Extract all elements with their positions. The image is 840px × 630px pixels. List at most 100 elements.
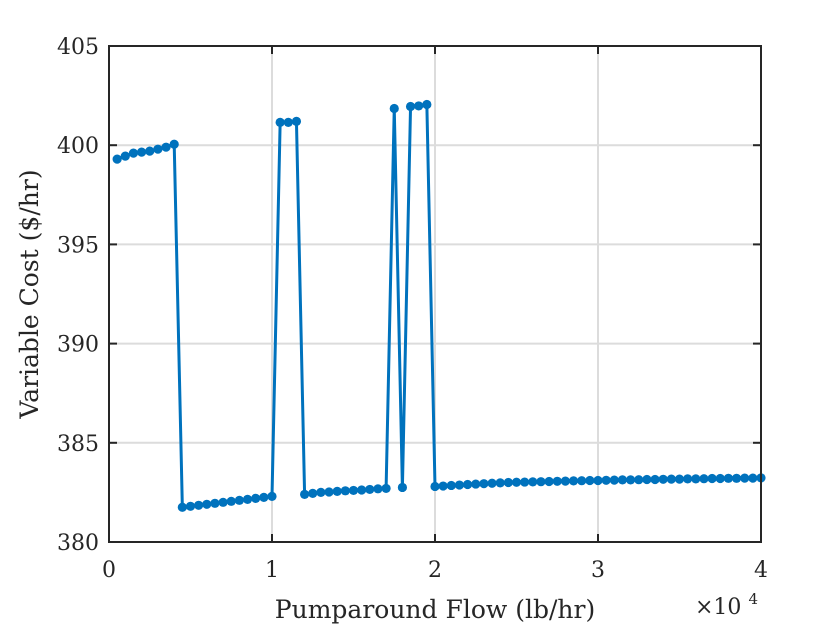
data-point — [194, 500, 204, 510]
data-point — [177, 502, 187, 512]
x-multiplier-exponent: 4 — [748, 590, 758, 608]
data-point — [495, 478, 505, 488]
x-tick-label: 4 — [754, 558, 768, 583]
data-point — [308, 488, 318, 498]
data-point — [381, 483, 391, 494]
data-point — [683, 474, 693, 484]
y-tick-label: 390 — [57, 333, 99, 358]
ticks-group — [108, 45, 762, 543]
data-point — [373, 484, 383, 494]
x-tick-label: 1 — [265, 558, 279, 583]
data-point — [446, 480, 456, 491]
y-tick-label: 405 — [57, 35, 99, 60]
data-point — [316, 487, 326, 497]
data-point — [389, 103, 399, 114]
data-point — [414, 101, 424, 111]
data-point — [642, 474, 652, 485]
data-point — [626, 475, 636, 485]
data-point — [528, 477, 538, 487]
series-group — [112, 99, 766, 512]
y-axis-label: Variable Cost ($/hr) — [15, 169, 44, 419]
data-point — [218, 497, 228, 507]
data-point — [552, 476, 562, 486]
data-point — [593, 475, 603, 486]
data-point — [291, 116, 302, 126]
data-point — [275, 117, 285, 127]
data-point — [357, 485, 367, 495]
data-point — [340, 486, 350, 496]
data-point — [332, 486, 342, 497]
data-point — [259, 492, 269, 502]
data-point — [568, 476, 579, 486]
data-point — [137, 147, 147, 157]
data-point — [397, 482, 407, 493]
data-point — [169, 139, 179, 149]
y-tick-label: 380 — [57, 531, 99, 556]
data-point — [748, 473, 758, 483]
data-point — [128, 148, 139, 158]
data-point — [471, 479, 481, 489]
x-tick-label: 0 — [102, 558, 116, 583]
x-tick-label: 2 — [428, 558, 442, 583]
y-tick-label: 400 — [57, 134, 99, 159]
x-multiplier-base: ×10 — [695, 595, 741, 620]
data-point — [666, 474, 676, 484]
data-point — [520, 477, 530, 487]
data-point — [560, 476, 571, 486]
data-point — [707, 473, 717, 484]
data-point — [145, 146, 155, 156]
data-point — [438, 481, 448, 491]
data-point — [479, 479, 489, 489]
y-tick-label: 395 — [57, 233, 99, 258]
data-point — [283, 117, 293, 127]
data-point — [161, 142, 171, 152]
data-point — [723, 473, 734, 483]
data-point — [210, 498, 220, 508]
data-point — [658, 474, 668, 484]
data-point — [202, 499, 212, 509]
data-point — [650, 474, 660, 485]
data-point — [454, 480, 465, 490]
data-point — [674, 474, 685, 484]
x-axis-label: Pumparound Flow (lb/hr) — [275, 595, 595, 624]
data-point — [365, 484, 375, 495]
tick-labels-group: 0 1 2 3 4 380 385 390 395 400 405 — [57, 35, 768, 583]
data-point — [609, 475, 619, 485]
data-point — [577, 476, 587, 486]
data-point — [544, 476, 554, 487]
data-point — [511, 477, 522, 487]
data-point — [585, 475, 595, 486]
y-tick-label: 385 — [57, 432, 99, 457]
data-point — [348, 485, 359, 496]
data-point — [153, 144, 163, 154]
data-point — [226, 496, 236, 506]
data-point — [234, 495, 244, 505]
data-point — [634, 475, 644, 485]
x-tick-label: 3 — [591, 558, 605, 583]
data-point — [536, 477, 546, 487]
data-point — [324, 487, 334, 497]
data-point — [715, 473, 725, 484]
data-point — [731, 473, 742, 483]
data-point — [740, 473, 750, 483]
data-point — [120, 151, 130, 161]
data-point — [185, 501, 196, 511]
data-point — [430, 481, 440, 492]
data-point — [300, 489, 310, 499]
data-point — [691, 474, 701, 484]
data-point — [617, 475, 628, 485]
data-point — [422, 99, 432, 110]
data-point — [487, 478, 497, 488]
data-point — [267, 491, 277, 501]
data-point — [699, 474, 709, 484]
data-point — [405, 101, 416, 112]
data-point — [242, 494, 253, 504]
data-point — [601, 475, 611, 485]
x-axis-multiplier: ×10 4 — [695, 590, 758, 620]
series-line — [116, 103, 762, 509]
data-point — [112, 154, 122, 164]
data-point — [503, 477, 513, 488]
grid — [109, 46, 761, 542]
data-point — [463, 479, 473, 490]
